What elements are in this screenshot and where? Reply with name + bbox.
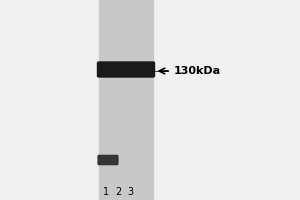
Text: 2: 2 — [116, 187, 122, 197]
Text: 130kDa: 130kDa — [174, 66, 221, 76]
FancyBboxPatch shape — [98, 62, 154, 77]
Bar — [99, 0, 153, 200]
Text: 3: 3 — [128, 187, 134, 197]
Text: 1: 1 — [103, 187, 109, 197]
FancyBboxPatch shape — [98, 155, 118, 165]
